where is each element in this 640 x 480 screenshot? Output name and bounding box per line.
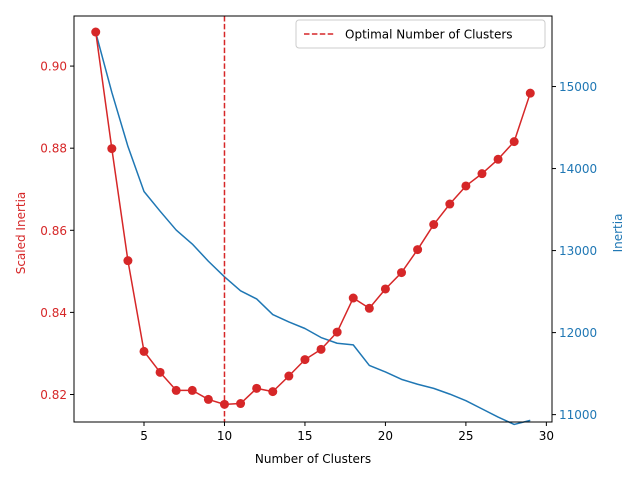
- x-tick-label: 20: [378, 429, 393, 443]
- y-right-tick-label: 11000: [559, 408, 597, 422]
- x-tick-label: 5: [140, 429, 148, 443]
- scaled-inertia-point: [107, 144, 117, 154]
- y-axis-left: 0.82 0.84 0.86 0.88 0.90: [40, 60, 74, 402]
- scaled-inertia-point: [397, 268, 407, 278]
- scaled-inertia-point: [429, 220, 439, 230]
- y-axis-left-label: Scaled Inertia: [14, 192, 28, 275]
- y-right-tick-label: 13000: [559, 244, 597, 258]
- scaled-inertia-point: [493, 154, 503, 164]
- scaled-inertia-point: [268, 387, 278, 397]
- scaled-inertia-point: [284, 371, 294, 381]
- y-right-tick-label: 15000: [559, 80, 597, 94]
- y-left-tick-label: 0.90: [40, 60, 67, 74]
- y-left-tick-label: 0.88: [40, 142, 67, 156]
- scaled-inertia-point: [525, 88, 535, 98]
- series-scaled-inertia: [91, 27, 535, 409]
- plot-area: [74, 16, 552, 422]
- scaled-inertia-point: [187, 385, 197, 395]
- x-tick-label: 30: [539, 429, 554, 443]
- y-left-tick-label: 0.82: [40, 388, 67, 402]
- x-axis: 5 10 15 20 25 30: [140, 422, 554, 443]
- axes-spines: [73, 15, 553, 423]
- scaled-inertia-point: [509, 137, 519, 147]
- x-tick-label: 10: [217, 429, 232, 443]
- scaled-inertia-point: [348, 293, 358, 303]
- scaled-inertia-point: [252, 383, 262, 393]
- scaled-inertia-point: [380, 284, 390, 294]
- scaled-inertia-point: [236, 399, 246, 409]
- legend-box: [295, 19, 546, 49]
- scaled-inertia-point: [139, 346, 149, 356]
- y-axis-right: 11000 12000 13000 14000 15000: [552, 80, 597, 422]
- scaled-inertia-point: [123, 256, 133, 266]
- scaled-inertia-point: [364, 303, 374, 313]
- inertia-line: [95, 32, 531, 426]
- y-right-tick-label: 12000: [559, 326, 597, 340]
- scaled-inertia-point: [445, 199, 455, 209]
- scaled-inertia-point: [316, 344, 326, 354]
- legend: Optimal Number of Clusters: [295, 19, 546, 49]
- scaled-inertia-point: [461, 181, 471, 191]
- scaled-inertia-point: [300, 355, 310, 365]
- plot-frame: [73, 15, 553, 423]
- scaled-inertia-point: [477, 169, 487, 179]
- scaled-inertia-point: [413, 245, 423, 255]
- scaled-inertia-point: [332, 327, 342, 337]
- legend-label-optimal: Optimal Number of Clusters: [345, 28, 513, 42]
- scaled-inertia-point: [203, 394, 213, 404]
- scaled-inertia-line: [94, 31, 531, 406]
- y-left-tick-label: 0.84: [40, 306, 67, 320]
- scaled-inertia-point: [91, 27, 101, 37]
- x-tick-label: 15: [297, 429, 312, 443]
- y-axis-right-label: Inertia: [611, 214, 625, 253]
- x-axis-label: Number of Clusters: [255, 452, 371, 466]
- x-tick-label: 25: [458, 429, 473, 443]
- series-inertia: [95, 32, 531, 426]
- scaled-inertia-point: [171, 385, 181, 395]
- y-right-tick-label: 14000: [559, 162, 597, 176]
- scaled-inertia-point: [155, 367, 165, 377]
- y-left-tick-label: 0.86: [40, 224, 67, 238]
